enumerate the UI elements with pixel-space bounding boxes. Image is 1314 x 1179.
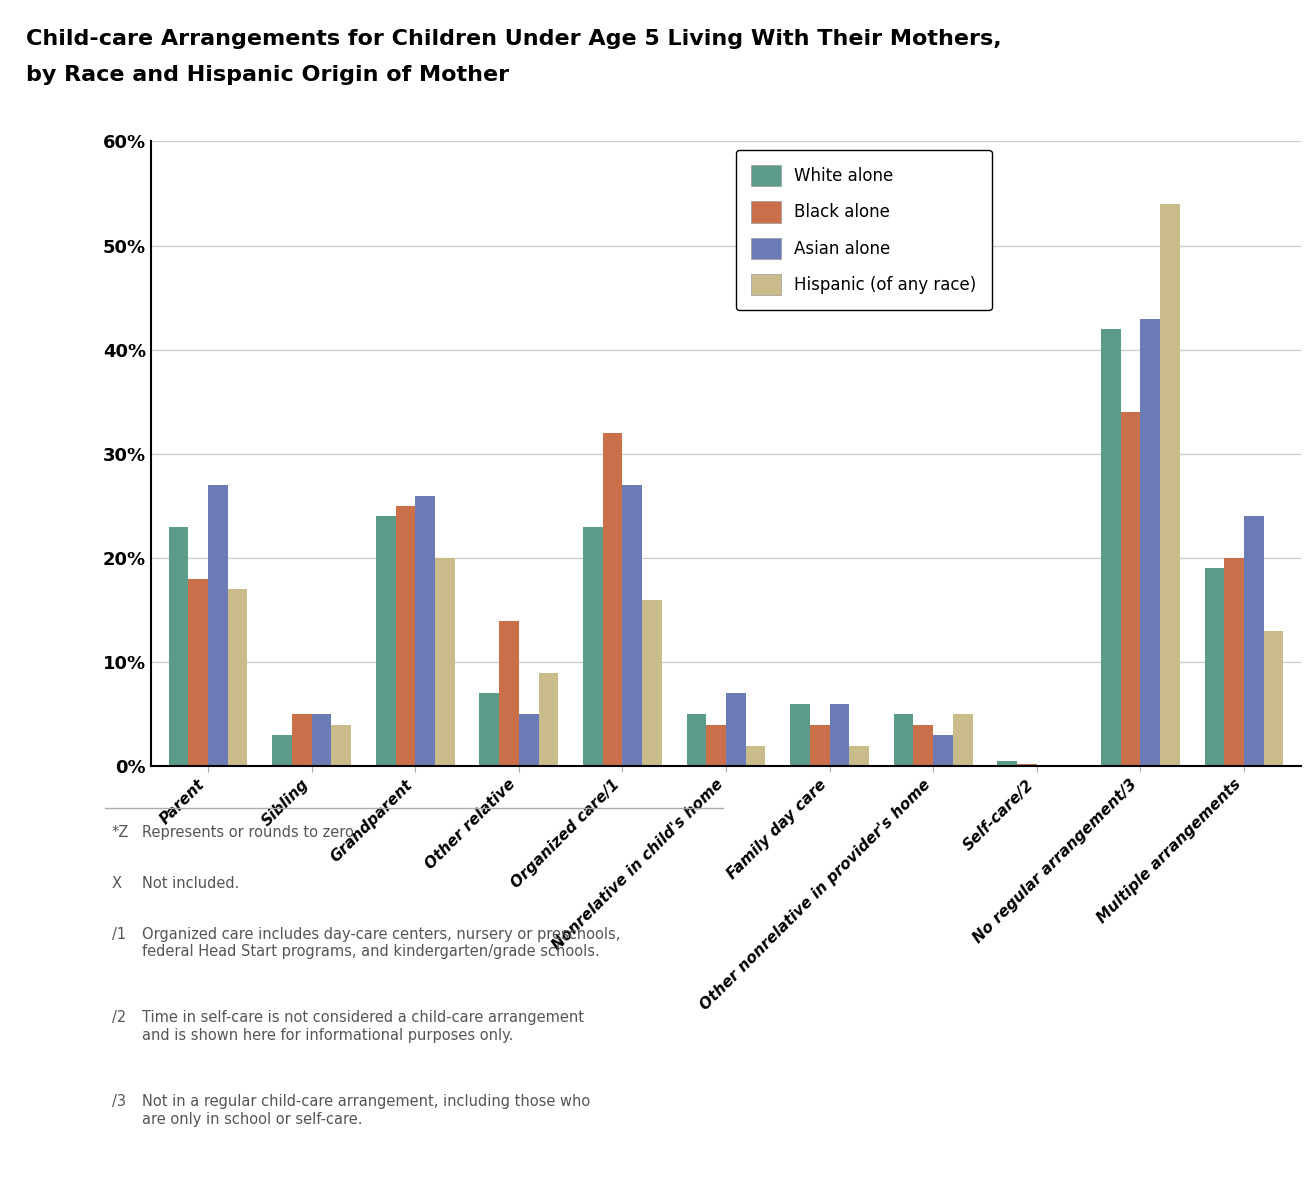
Bar: [1205, 568, 1225, 766]
Bar: [188, 579, 208, 766]
Text: X: X: [112, 876, 122, 891]
Bar: [1101, 329, 1121, 766]
Bar: [227, 590, 247, 766]
Bar: [376, 516, 396, 766]
Bar: [643, 600, 662, 766]
Bar: [603, 433, 623, 766]
Text: /3: /3: [112, 1094, 126, 1109]
Bar: [809, 725, 829, 766]
Text: /1: /1: [112, 927, 126, 942]
Text: Represents or rounds to zero.: Represents or rounds to zero.: [142, 825, 359, 841]
Bar: [687, 714, 707, 766]
Text: Not included.: Not included.: [142, 876, 239, 891]
Bar: [745, 745, 765, 766]
Text: Time in self-care is not considered a child-care arrangement
and is shown here f: Time in self-care is not considered a ch…: [142, 1010, 583, 1042]
Bar: [953, 714, 972, 766]
Bar: [331, 725, 351, 766]
Bar: [292, 714, 311, 766]
Bar: [415, 495, 435, 766]
Bar: [725, 693, 745, 766]
Bar: [519, 714, 539, 766]
Bar: [583, 527, 603, 766]
Bar: [208, 486, 227, 766]
Bar: [539, 672, 558, 766]
Text: /2: /2: [112, 1010, 126, 1026]
Bar: [1264, 631, 1284, 766]
Bar: [913, 725, 933, 766]
Bar: [623, 486, 643, 766]
Bar: [829, 704, 849, 766]
Bar: [168, 527, 188, 766]
Bar: [480, 693, 499, 766]
Bar: [1225, 558, 1244, 766]
Bar: [849, 745, 869, 766]
Legend: White alone, Black alone, Asian alone, Hispanic (of any race): White alone, Black alone, Asian alone, H…: [736, 150, 992, 310]
Bar: [790, 704, 809, 766]
Bar: [997, 762, 1017, 766]
Bar: [311, 714, 331, 766]
Bar: [272, 736, 292, 766]
Text: by Race and Hispanic Origin of Mother: by Race and Hispanic Origin of Mother: [26, 65, 510, 85]
Text: *Z: *Z: [112, 825, 129, 841]
Bar: [396, 506, 415, 766]
Bar: [499, 620, 519, 766]
Bar: [1244, 516, 1264, 766]
Bar: [1160, 204, 1180, 766]
Bar: [435, 558, 455, 766]
Text: Not in a regular child-care arrangement, including those who
are only in school : Not in a regular child-care arrangement,…: [142, 1094, 590, 1126]
Bar: [933, 736, 953, 766]
Bar: [1141, 318, 1160, 766]
Bar: [1121, 413, 1141, 766]
Text: Organized care includes day-care centers, nursery or preschools,
federal Head St: Organized care includes day-care centers…: [142, 927, 620, 959]
Bar: [707, 725, 725, 766]
Bar: [1017, 764, 1037, 766]
Text: Child-care Arrangements for Children Under Age 5 Living With Their Mothers,: Child-care Arrangements for Children Und…: [26, 29, 1001, 50]
Bar: [894, 714, 913, 766]
